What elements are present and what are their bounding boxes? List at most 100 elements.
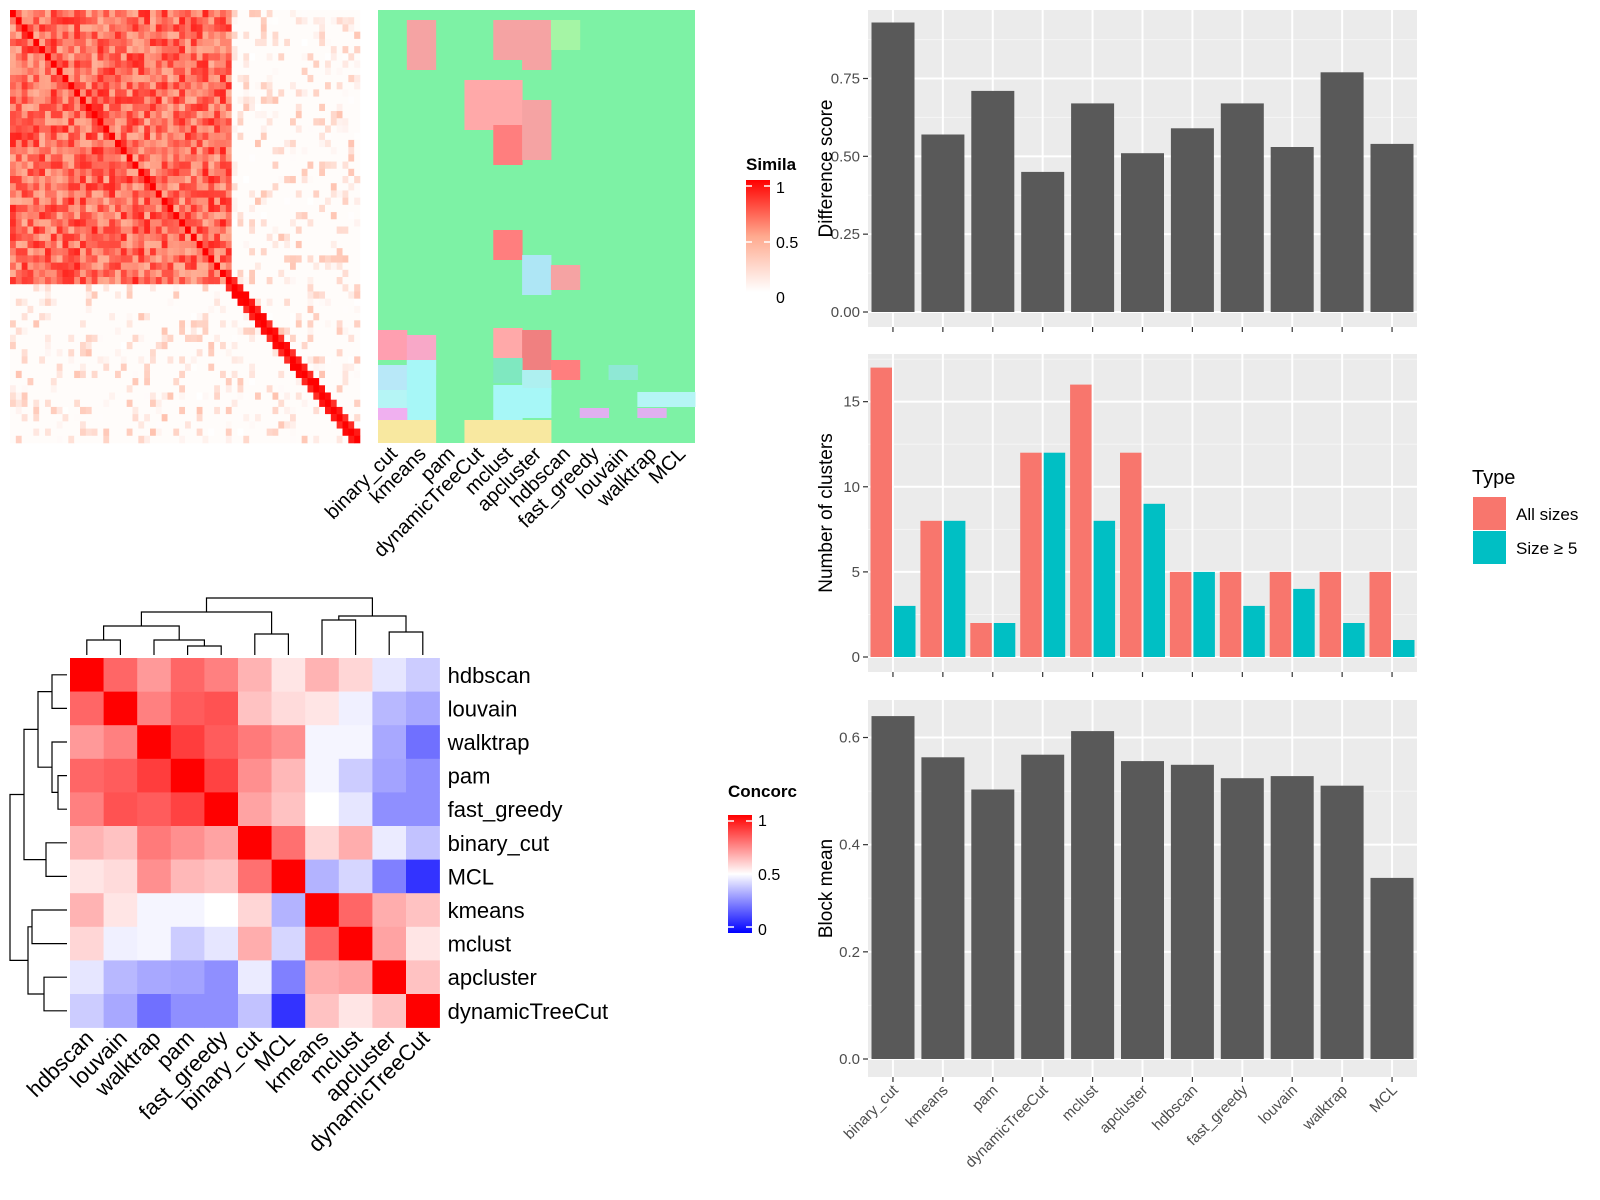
similarity-cell xyxy=(330,96,337,105)
similarity-cell xyxy=(179,60,186,69)
similarity-cell xyxy=(62,60,69,69)
similarity-cell xyxy=(220,17,227,25)
similarity-cell xyxy=(27,219,34,227)
similarity-cell xyxy=(167,284,174,292)
concordance-cell xyxy=(238,893,272,928)
similarity-cell xyxy=(295,240,302,249)
similarity-cell xyxy=(336,175,343,184)
similarity-cell xyxy=(155,17,162,25)
similarity-cell xyxy=(260,147,267,155)
similarity-cell xyxy=(97,277,104,285)
similarity-cell xyxy=(74,53,81,61)
similarity-cell xyxy=(109,298,116,307)
similarity-cell xyxy=(295,82,302,90)
similarity-cell xyxy=(173,320,180,328)
similarity-cell xyxy=(231,139,238,148)
similarity-cell xyxy=(144,38,151,47)
similarity-cell xyxy=(272,341,279,350)
similarity-cell xyxy=(97,233,104,242)
similarity-cell xyxy=(295,248,302,256)
similarity-cell xyxy=(50,414,57,422)
bar xyxy=(971,90,1015,313)
similarity-cell xyxy=(39,313,46,321)
similarity-cell xyxy=(313,291,320,299)
similarity-cell xyxy=(260,269,267,278)
similarity-cell xyxy=(313,161,320,170)
similarity-cell xyxy=(319,414,326,422)
similarity-cell xyxy=(325,74,332,83)
similarity-cell xyxy=(208,320,215,328)
similarity-cell xyxy=(301,183,308,191)
similarity-cell xyxy=(243,392,250,400)
similarity-cell xyxy=(39,248,46,256)
concordance-cell xyxy=(70,725,104,760)
similarity-cell xyxy=(21,305,28,314)
similarity-cell xyxy=(56,385,63,393)
similarity-cell xyxy=(225,125,232,133)
similarity-cell xyxy=(21,111,28,119)
similarity-cell xyxy=(255,349,262,357)
similarity-cell xyxy=(173,284,180,292)
similarity-cell xyxy=(132,399,139,408)
similarity-cell xyxy=(144,60,151,69)
similarity-cell xyxy=(220,197,227,206)
similarity-cell xyxy=(15,320,22,328)
similarity-cell xyxy=(220,74,227,83)
similarity-cell xyxy=(33,392,40,400)
similarity-cell xyxy=(249,132,256,141)
similarity-cell xyxy=(330,118,337,126)
similarity-cell xyxy=(260,313,267,321)
similarity-cell xyxy=(167,82,174,90)
concordance-cell xyxy=(238,758,272,793)
similarity-cell xyxy=(220,24,227,32)
similarity-cell xyxy=(173,53,180,61)
concordance-cell xyxy=(271,658,306,692)
similarity-cell xyxy=(45,60,52,69)
similarity-cell xyxy=(319,175,326,184)
concordance-cell xyxy=(305,691,340,726)
similarity-cell xyxy=(220,226,227,235)
similarity-cell xyxy=(307,53,314,61)
similarity-cell xyxy=(290,103,297,112)
similarity-cell xyxy=(307,168,314,177)
similarity-cell xyxy=(220,291,227,299)
similarity-cell xyxy=(220,327,227,336)
similarity-cell xyxy=(266,313,273,321)
similarity-cell xyxy=(155,103,162,112)
similarity-cell xyxy=(249,175,256,184)
similarity-cell xyxy=(126,132,133,141)
similarity-cell xyxy=(109,53,116,61)
similarity-cell xyxy=(126,118,133,126)
similarity-cell xyxy=(348,428,355,437)
similarity-cell xyxy=(196,161,203,170)
similarity-cell xyxy=(342,212,349,220)
similarity-cell xyxy=(325,46,332,54)
similarity-cell xyxy=(50,67,57,76)
similarity-cell xyxy=(249,204,256,213)
similarity-cell xyxy=(27,24,34,32)
similarity-cell xyxy=(161,212,168,220)
similarity-cell xyxy=(126,370,133,379)
similarity-cell xyxy=(208,298,215,307)
similarity-cell xyxy=(237,298,244,307)
similarity-cell xyxy=(278,10,285,18)
similarity-cell xyxy=(196,363,203,372)
similarity-cell xyxy=(342,111,349,119)
similarity-cell xyxy=(237,74,244,83)
similarity-cell xyxy=(120,96,127,105)
similarity-cell xyxy=(120,406,127,415)
similarity-cell xyxy=(10,248,17,256)
similarity-cell xyxy=(109,103,116,112)
similarity-cell xyxy=(208,103,215,112)
similarity-cell xyxy=(10,89,17,97)
similarity-cell xyxy=(243,139,250,148)
similarity-cell xyxy=(173,277,180,285)
similarity-cell xyxy=(173,421,180,429)
similarity-cell xyxy=(45,414,52,422)
similarity-cell xyxy=(97,125,104,133)
similarity-cell xyxy=(290,161,297,170)
similarity-cell xyxy=(325,240,332,249)
similarity-cell xyxy=(150,262,157,271)
similarity-cell xyxy=(132,320,139,328)
